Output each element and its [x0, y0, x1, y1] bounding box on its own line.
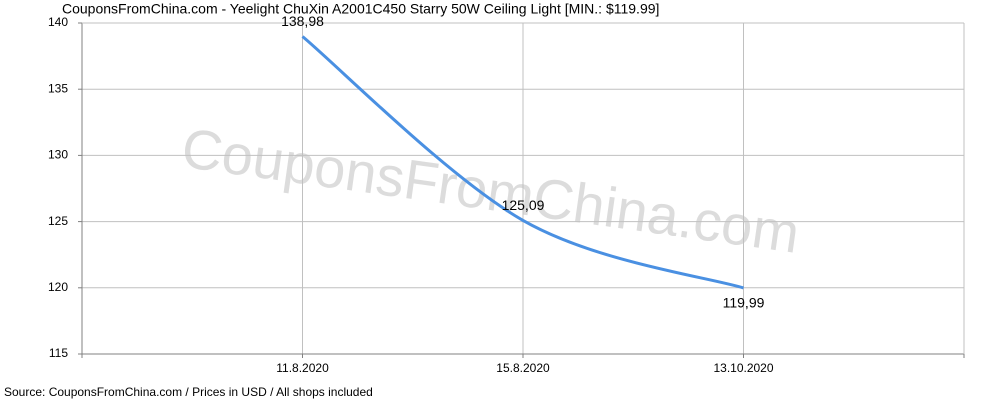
y-tick-label: 130 — [48, 148, 68, 162]
value-label: 138,98 — [281, 13, 324, 29]
x-tick-label: 15.8.2020 — [496, 361, 550, 375]
source-note: Source: CouponsFromChina.com / Prices in… — [4, 385, 373, 399]
value-label: 119,99 — [723, 295, 765, 311]
y-tick-label: 120 — [48, 280, 68, 294]
y-tick-label: 140 — [48, 15, 68, 29]
x-tick-label: 13.10.2020 — [713, 361, 773, 375]
y-tick-label: 135 — [48, 81, 68, 95]
y-tick-label: 125 — [48, 214, 68, 228]
x-tick-label: 11.8.2020 — [276, 361, 329, 375]
price-line — [301, 35, 744, 290]
y-tick-label: 115 — [49, 346, 68, 360]
value-label: 125,09 — [502, 197, 545, 213]
chart-title: CouponsFromChina.com - Yeelight ChuXin A… — [62, 1, 659, 17]
